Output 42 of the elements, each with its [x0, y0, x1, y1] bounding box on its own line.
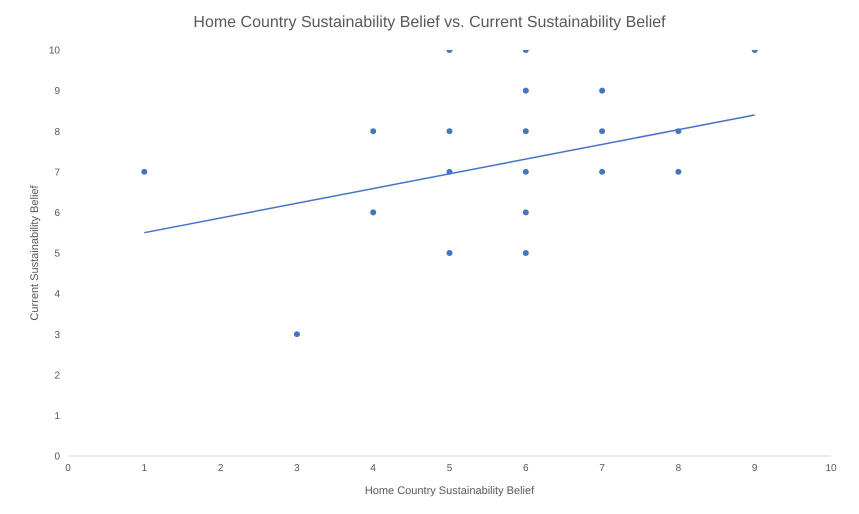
x-tick-label: 6 — [523, 463, 530, 474]
point — [522, 209, 529, 216]
point — [141, 168, 148, 175]
point — [446, 168, 452, 175]
y-axis-title: Current Sustainability Belief — [28, 184, 41, 321]
point — [522, 128, 529, 134]
point — [370, 128, 376, 134]
point — [446, 250, 452, 256]
x-axis-title: Home Country Sustainability Belief — [364, 485, 536, 497]
x-tick-label: 7 — [599, 463, 606, 474]
chart-title: Home Country Sustainability Belief vs. Current Sustainability Belief — [192, 13, 667, 33]
point — [599, 128, 606, 134]
y-tick-label: 6 — [54, 208, 60, 219]
point — [675, 128, 682, 134]
y-tick-label: 1 — [54, 410, 60, 422]
y-tick-label: 8 — [54, 126, 60, 138]
point — [675, 168, 682, 175]
x-tick-label: 0 — [65, 463, 72, 474]
point — [446, 128, 452, 134]
y-tick-label: 2 — [54, 370, 60, 382]
point — [370, 209, 376, 216]
y-tick-label: 4 — [54, 289, 60, 300]
point — [522, 88, 529, 94]
point — [522, 168, 529, 175]
point — [599, 168, 606, 175]
y-tick-label: 10 — [48, 46, 60, 57]
y-tick-label: 7 — [54, 167, 60, 178]
point — [599, 88, 606, 94]
y-tick-label: 0 — [54, 452, 60, 463]
x-tick-label: 3 — [294, 463, 300, 474]
point — [522, 250, 529, 256]
y-tick-label: 3 — [54, 330, 60, 341]
x-tick-label: 5 — [446, 463, 453, 474]
x-tick-label: 2 — [218, 463, 224, 474]
y-tick-label: 9 — [54, 86, 60, 98]
x-tick-label: 4 — [370, 463, 376, 474]
x-tick-label: 9 — [752, 463, 758, 474]
x-tick-label: 8 — [676, 463, 682, 474]
point — [294, 331, 300, 338]
x-tick-label: 10 — [825, 463, 837, 474]
y-tick-label: 5 — [54, 248, 60, 260]
x-tick-label: 1 — [142, 463, 148, 474]
